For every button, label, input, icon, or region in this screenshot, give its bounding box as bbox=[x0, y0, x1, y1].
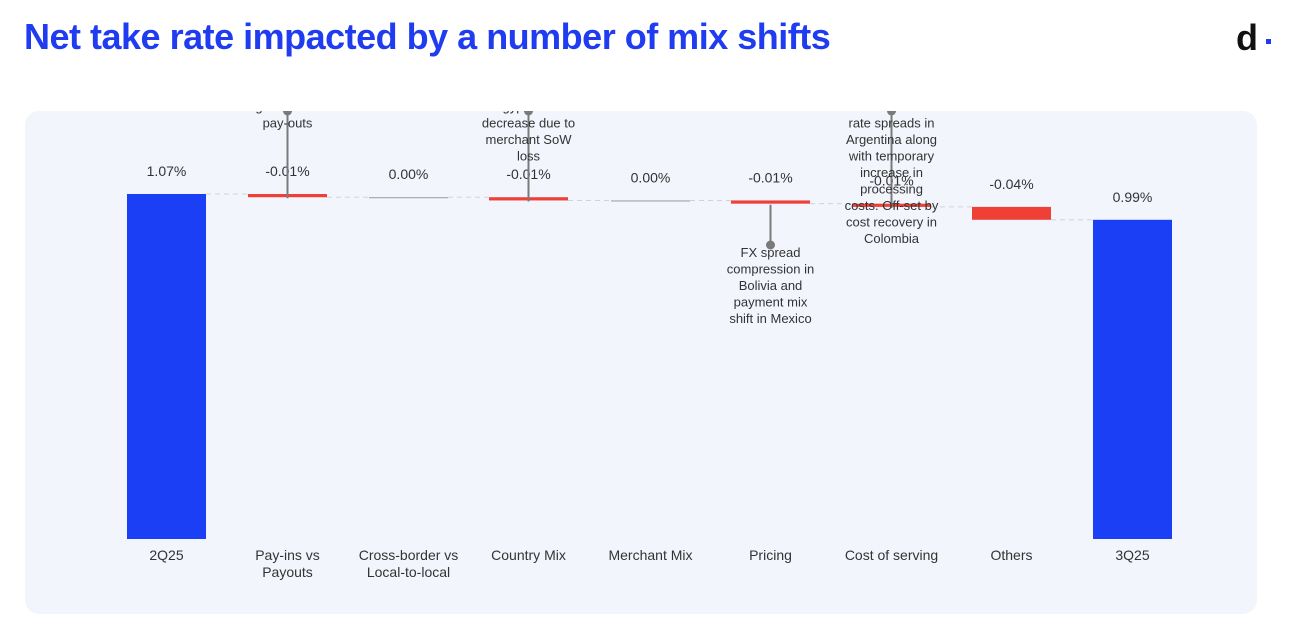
category-label-country-mix: Country Mix bbox=[491, 547, 566, 563]
brand-logo-dot bbox=[1266, 39, 1271, 44]
annotation-pricing: FX spread bbox=[741, 245, 801, 260]
annotation-pricing: Bolivia and bbox=[739, 278, 803, 293]
annotation-cost-of-serving: increase in bbox=[860, 165, 923, 180]
value-label-others: -0.04% bbox=[989, 176, 1033, 192]
category-label-pricing: Pricing bbox=[749, 547, 792, 563]
annotation-pay-ins-vs-payouts: Higher share of bbox=[243, 111, 332, 114]
category-label-others: Others bbox=[990, 547, 1032, 563]
category-label-pay-ins-vs-payouts: Payouts bbox=[262, 564, 313, 580]
category-label-cross-border-vs-local-to-local: Cross-border vs bbox=[359, 547, 459, 563]
annotation-country-mix: decrease due to bbox=[482, 116, 575, 131]
brand-logo: d bbox=[1236, 17, 1258, 58]
callout-dot-pricing bbox=[766, 240, 775, 250]
annotation-cost-of-serving: with temporary bbox=[848, 149, 935, 164]
value-label-cross-border-vs-local-to-local: 0.00% bbox=[389, 166, 429, 182]
annotation-country-mix: merchant SoW bbox=[486, 132, 573, 147]
value-label-2q25: 1.07% bbox=[147, 163, 187, 179]
bar-3q25 bbox=[1093, 219, 1172, 539]
category-label-2q25: 2Q25 bbox=[149, 547, 183, 563]
bar-pricing bbox=[731, 200, 810, 204]
annotation-pricing: compression in bbox=[727, 262, 814, 277]
category-label-merchant-mix: Merchant Mix bbox=[608, 547, 692, 563]
annotation-cost-of-serving: Lower interest bbox=[851, 111, 933, 114]
annotation-cost-of-serving: costs. Off-set by bbox=[845, 198, 939, 213]
annotation-pricing: shift in Mexico bbox=[729, 311, 811, 326]
value-label-merchant-mix: 0.00% bbox=[631, 169, 671, 185]
annotation-cost-of-serving: rate spreads in bbox=[849, 116, 935, 131]
annotation-cost-of-serving: cost recovery in bbox=[846, 215, 937, 230]
bar-cross-border-vs-local-to-local bbox=[369, 197, 448, 199]
annotation-cost-of-serving: processing bbox=[860, 182, 923, 197]
category-label-3q25: 3Q25 bbox=[1115, 547, 1149, 563]
annotation-pricing: payment mix bbox=[734, 295, 808, 310]
callout-dot-cost-of-serving bbox=[887, 111, 896, 116]
value-label-3q25: 0.99% bbox=[1113, 189, 1153, 205]
bar-2q25 bbox=[127, 194, 206, 539]
bar-others bbox=[972, 206, 1051, 220]
page-title: Net take rate impacted by a number of mi… bbox=[24, 16, 831, 57]
annotation-cost-of-serving: Colombia bbox=[864, 231, 920, 246]
annotation-country-mix: Egypt share bbox=[494, 111, 563, 114]
category-label-pay-ins-vs-payouts: Pay-ins vs bbox=[255, 547, 320, 563]
annotation-cost-of-serving: Argentina along bbox=[846, 132, 937, 147]
annotation-pay-ins-vs-payouts: pay-outs bbox=[263, 116, 313, 131]
callout-dot-country-mix bbox=[524, 111, 533, 116]
callout-dot-pay-ins-vs-payouts bbox=[283, 111, 292, 116]
bar-merchant-mix bbox=[611, 200, 690, 202]
annotation-country-mix: loss bbox=[517, 149, 541, 164]
category-label-cost-of-serving: Cost of serving bbox=[845, 547, 938, 563]
value-label-pricing: -0.01% bbox=[748, 169, 792, 185]
category-label-cross-border-vs-local-to-local: Local-to-local bbox=[367, 564, 450, 580]
